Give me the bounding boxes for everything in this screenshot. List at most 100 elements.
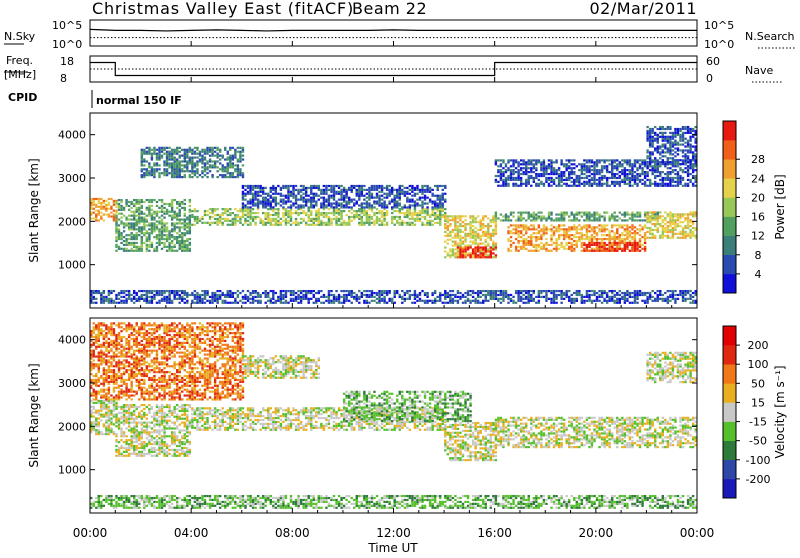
data-cell [378,199,380,201]
data-cell [95,217,97,219]
data-cell [457,243,459,245]
data-cell [148,290,150,292]
data-cell [396,206,398,208]
data-cell [533,212,535,214]
data-cell [634,250,636,252]
data-cell [452,241,454,243]
data-cell [512,185,514,187]
data-cell [151,166,153,168]
data-cell [237,302,239,304]
data-cell [199,153,201,155]
data-cell [290,224,292,226]
cpid-label: CPID [8,91,37,104]
data-cell [130,228,132,230]
data-cell [545,217,547,219]
data-cell [368,189,370,191]
data-cell [616,228,618,230]
data-cell [447,215,449,217]
data-cell [522,212,524,214]
data-cell [399,197,401,199]
data-cell [176,250,178,252]
data-cell [118,209,120,211]
data-cell [201,158,203,160]
data-cell [583,250,585,252]
data-cell [644,236,646,238]
data-cell [517,169,519,171]
data-cell [361,210,363,212]
data-cell [545,232,547,234]
data-cell [454,227,456,229]
data-cell [141,213,143,215]
data-cell [662,140,664,142]
data-cell [654,175,656,177]
data-cell [553,181,555,183]
data-cell [533,163,535,165]
data-cell [272,302,274,304]
data-cell [490,233,492,235]
data-cell [267,212,269,214]
data-cell [682,237,684,239]
data-cell [163,226,165,228]
data-cell [310,204,312,206]
data-cell [485,254,487,256]
data-cell [282,185,284,187]
data-cell [396,197,398,199]
data-cell [608,217,610,219]
data-cell [118,224,120,226]
data-cell [394,199,396,201]
data-cell [593,226,595,228]
data-cell [219,218,221,220]
data-cell [361,187,363,189]
data-cell [168,298,170,300]
data-cell [181,240,183,242]
data-cell [376,302,378,304]
data-cell [345,296,347,298]
data-cell [168,236,170,238]
data-cell [338,218,340,220]
data-cell [249,200,251,202]
data-cell [219,290,221,292]
data-cell [558,244,560,246]
data-cell [244,204,246,206]
data-cell [138,298,140,300]
data-cell [571,173,573,175]
data-cell [419,197,421,199]
data-cell [533,159,535,161]
data-cell [191,157,193,159]
data-cell [196,147,198,149]
data-cell [320,290,322,292]
data-cell [318,210,320,212]
data-cell [358,195,360,197]
data-cell [659,173,661,175]
data-cell [629,230,631,232]
data-cell [550,212,552,214]
data-cell [320,202,322,204]
data-cell [651,173,653,175]
data-cell [141,157,143,159]
data-cell [280,296,282,298]
data-cell [548,185,550,187]
data-cell [173,199,175,201]
data-cell [308,195,310,197]
data-cell [611,250,613,252]
data-cell [548,173,550,175]
data-cell [184,290,186,292]
data-cell [330,220,332,222]
data-cell [687,149,689,151]
data-cell [500,171,502,173]
data-cell [411,218,413,220]
data-cell [667,140,669,142]
data-cell [510,224,512,226]
data-cell [545,244,547,246]
data-cell [525,185,527,187]
data-cell [335,218,337,220]
data-cell [598,161,600,163]
data-cell [530,228,532,230]
data-cell [184,207,186,209]
noise-left-tick-high: 10^5 [52,19,82,32]
data-cell [429,200,431,202]
data-cell [583,185,585,187]
data-cell [672,157,674,159]
data-cell [181,176,183,178]
data-cell [229,212,231,214]
